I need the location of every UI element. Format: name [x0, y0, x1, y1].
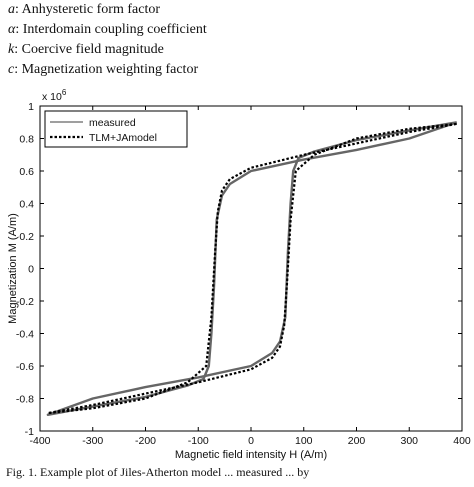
x-tick-label: -200	[135, 435, 156, 447]
x-tick-label: -400	[29, 435, 50, 447]
y-axis-label: Magnetization M (A/m)	[7, 213, 19, 324]
x-tick-label: 0	[248, 435, 254, 447]
x-tick-label: 100	[295, 435, 313, 447]
legend-label: TLM+JAmodel	[89, 132, 157, 144]
y-tick-label: -1	[25, 426, 34, 438]
y-tick-label: 0	[28, 264, 34, 276]
parameter-definitions: a: Anhysteretic form factor α: Interdoma…	[8, 0, 207, 80]
y-tick-label: 0.8	[19, 134, 34, 146]
figure-caption: Fig. 1. Example plot of Jiles-Atherton m…	[6, 465, 310, 479]
series-tlm-jamodel-line	[46, 122, 457, 415]
legend-label: measured	[89, 117, 136, 129]
y-tick-label: -0.8	[16, 394, 34, 406]
y-multiplier-label: x 106	[42, 88, 67, 103]
y-tick-label: 0.6	[19, 166, 34, 178]
x-tick-label: 400	[453, 435, 471, 447]
x-tick-label: 200	[348, 435, 366, 447]
definition-a: a: Anhysteretic form factor	[8, 2, 161, 17]
y-tick-label: -0.4	[16, 329, 34, 341]
y-tick-label: 0.4	[19, 199, 34, 211]
y-tick-label: 0.2	[19, 231, 34, 243]
plot-frame	[39, 105, 463, 432]
series-measured-line	[46, 121, 458, 416]
x-axis-label: Magnetic field intensity H (A/m)	[175, 449, 327, 461]
definition-c: c: Magnetization weighting factor	[8, 62, 199, 77]
y-tick-label: 1	[28, 101, 34, 113]
y-tick-label: -0.6	[16, 361, 34, 373]
definition-k: k: Coercive field magnitude	[8, 42, 164, 57]
definition-alpha: α: Interdomain coupling coefficient	[8, 22, 207, 37]
x-tick-label: -100	[188, 435, 209, 447]
hysteresis-chart: -400 -300 -200 -100 0 100 200 300 400 -1 -0.8 -0.6 -…	[7, 88, 471, 461]
y-tick-label: -0.2	[16, 296, 34, 308]
x-tick-label: 300	[400, 435, 418, 447]
x-tick-label: -300	[82, 435, 103, 447]
legend-box	[44, 110, 188, 148]
